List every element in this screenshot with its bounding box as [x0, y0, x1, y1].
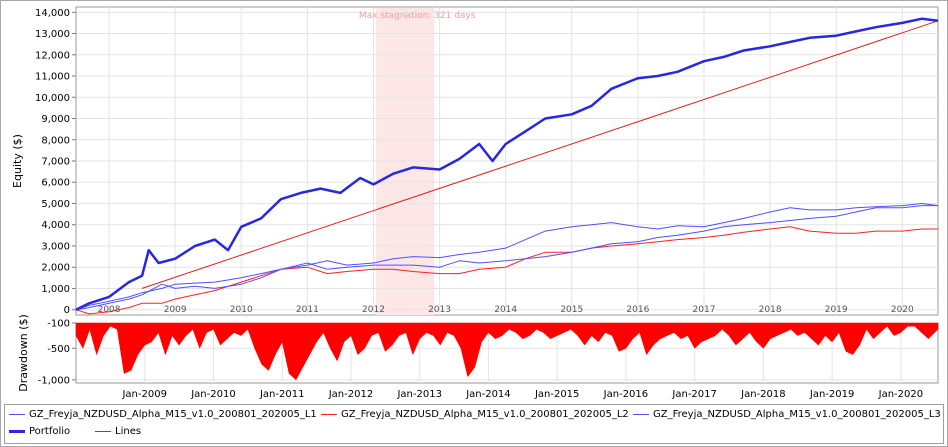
legend-label: Lines [115, 426, 142, 437]
equity-series-line [75, 203, 939, 311]
equity-y-axis-label: Equity ($) [11, 134, 24, 188]
legend-label: Portfolio [29, 426, 71, 437]
equity-y-tick-label: 6,000 [41, 178, 70, 189]
equity-x-tick-label: 2013 [428, 305, 451, 315]
equity-x-tick-label: 2016 [626, 305, 649, 315]
equity-y-tick-label: 10,000 [35, 93, 70, 104]
equity-series-line [75, 17, 939, 311]
equity-x-tick-label: 2010 [230, 305, 253, 315]
equity-y-tick-label: 13,000 [35, 29, 70, 40]
drawdown-x-tick-label: Jan-2015 [534, 389, 579, 400]
equity-series-line [75, 226, 938, 315]
equity-y-tick-label: 4,000 [41, 220, 70, 231]
drawdown-series [75, 322, 939, 381]
drawdown-x-tick-label: Jan-2013 [396, 389, 441, 400]
drawdown-x-tick-label: Jan-2019 [809, 389, 854, 400]
equity-y-tick-label: 1,000 [41, 284, 70, 295]
legend-label: GZ_Freyja_NZDUSD_Alpha_M15_v1.0_200801_2… [341, 409, 629, 420]
drawdown-x-tick-label: Jan-2020 [878, 389, 923, 400]
equity-y-tick-label: 12,000 [35, 50, 70, 61]
equity-x-tick-label: 2018 [759, 305, 782, 315]
equity-y-tick-label: 7,000 [41, 157, 70, 168]
drawdown-y-ticks: -1,000 -500 -100 [38, 319, 76, 386]
legend-item: GZ_Freyja_NZDUSD_Alpha_M15_v1.0_200801_2… [321, 409, 629, 420]
legend-swatch [321, 414, 337, 415]
equity-x-tick-label: 2015 [560, 305, 583, 315]
drawdown-x-tick-label: Jan-2016 [603, 389, 648, 400]
drawdown-x-tick-label: Jan-2012 [328, 389, 373, 400]
equity-y-ticks: 0 1,000 2,000 3,000 4,000 5,000 6,000 7,000 8,00… [35, 8, 76, 316]
equity-x-tick-label: 2009 [164, 305, 187, 315]
equity-grid [76, 7, 938, 315]
legend-swatch [95, 431, 111, 432]
equity-x-ticks: 2008 2009 2010 2011 2012 2013 2014 2015 2016 2017… [98, 305, 914, 315]
stagnation-label: Max stagnation: 321 days [359, 11, 476, 21]
legend-swatch [9, 430, 25, 433]
equity-y-tick-label: 14,000 [35, 8, 70, 19]
equity-drawdown-chart: Max stagnation: 321 days 0 1,000 2,000 3,00… [11, 6, 939, 400]
equity-series-line [75, 205, 938, 311]
drawdown-x-tick-label: Jan-2009 [121, 389, 166, 400]
legend-swatch [9, 414, 25, 415]
equity-y-tick-label: 5,000 [41, 199, 70, 210]
equity-x-tick-label: 2019 [825, 305, 848, 315]
legend-item: GZ_Freyja_NZDUSD_Alpha_M15_v1.0_200801_2… [633, 409, 941, 420]
equity-x-tick-label: 2008 [98, 305, 121, 315]
drawdown-x-tick-label: Jan-2014 [465, 389, 510, 400]
equity-x-tick-label: 2011 [296, 305, 319, 315]
drawdown-x-tick-label: Jan-2017 [671, 389, 716, 400]
equity-series [75, 17, 939, 315]
legend-item: Lines [95, 426, 141, 437]
drawdown-x-tick-label: Jan-2018 [740, 389, 785, 400]
drawdown-y-tick-label: -1,000 [38, 375, 70, 386]
drawdown-x-tick-label: Jan-2011 [259, 389, 304, 400]
equity-y-tick-label: 0 [64, 305, 70, 316]
equity-x-tick-label: 2020 [891, 305, 914, 315]
drawdown-x-tick-label: Jan-2010 [190, 389, 235, 400]
legend-swatch [633, 414, 649, 415]
drawdown-y-axis-label: Drawdown ($) [17, 314, 30, 392]
equity-y-tick-label: 2,000 [41, 263, 70, 274]
legend-item: GZ_Freyja_NZDUSD_Alpha_M15_v1.0_200801_2… [9, 409, 317, 420]
equity-x-tick-label: 2012 [362, 305, 385, 315]
equity-y-tick-label: 8,000 [41, 135, 70, 146]
legend-label: GZ_Freyja_NZDUSD_Alpha_M15_v1.0_200801_2… [29, 409, 317, 420]
equity-y-tick-label: 11,000 [35, 72, 70, 83]
drawdown-y-tick-label: -100 [47, 319, 70, 330]
drawdown-x-ticks: Jan-2009 Jan-2010 Jan-2011 Jan-2012 Jan-2013… [121, 389, 923, 400]
equity-series-line [141, 20, 939, 289]
drawdown-y-tick-label: -500 [47, 344, 70, 355]
equity-y-tick-label: 9,000 [41, 114, 70, 125]
equity-x-tick-label: 2017 [693, 305, 716, 315]
legend: GZ_Freyja_NZDUSD_Alpha_M15_v1.0_200801_2… [4, 404, 944, 444]
equity-x-tick-label: 2014 [494, 305, 517, 315]
legend-label: GZ_Freyja_NZDUSD_Alpha_M15_v1.0_200801_2… [653, 409, 941, 420]
legend-item: Portfolio [9, 426, 70, 437]
drawdown-area [75, 322, 939, 381]
equity-y-tick-label: 3,000 [41, 241, 70, 252]
